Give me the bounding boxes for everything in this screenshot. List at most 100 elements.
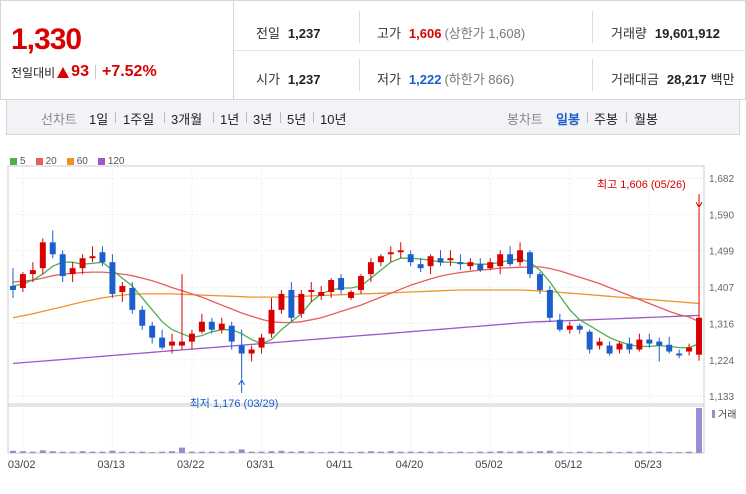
- candle-body: [238, 345, 245, 354]
- x-tick-label: 03/13: [97, 459, 125, 471]
- candle-body: [656, 341, 663, 346]
- stat-unit: 백만: [710, 72, 735, 87]
- volume-bar: [338, 451, 345, 453]
- period-3y-button[interactable]: 3년: [253, 112, 273, 127]
- volume-bar: [188, 451, 195, 453]
- ma-legend: 5 20 60 120: [10, 156, 125, 167]
- low-annotation: 최저 1,176 (03/29): [190, 397, 279, 410]
- candlestick-chart[interactable]: 1,682 1,590 1,499 1,407 1,316 1,224 1,133 03/02…: [0, 150, 746, 494]
- period-weekly-button[interactable]: 주봉: [594, 112, 618, 127]
- candle-body: [119, 286, 126, 292]
- candle-body: [288, 289, 295, 318]
- candle-body: [357, 276, 364, 290]
- volume-bar: [79, 451, 86, 453]
- volume-bar: [39, 450, 46, 453]
- candle-body: [566, 325, 573, 330]
- current-price: 1,330: [11, 23, 82, 56]
- divider: [592, 11, 593, 43]
- candle-body: [268, 309, 275, 334]
- candle-body: [467, 262, 474, 267]
- volume-label: 거래: [718, 409, 736, 421]
- volume-bar: [119, 451, 126, 453]
- candle-body: [298, 293, 305, 314]
- candle-body: [517, 250, 524, 263]
- divider: [359, 59, 360, 91]
- candle-body: [318, 291, 325, 296]
- separator: [280, 112, 281, 123]
- volume-bar: [676, 452, 683, 453]
- candle-body: [397, 250, 404, 253]
- divider: [592, 59, 593, 91]
- candle-body: [198, 321, 205, 332]
- period-daily-button[interactable]: 일봉: [556, 112, 580, 127]
- legend-label: 120: [107, 156, 125, 167]
- stat-label: 전일: [256, 26, 280, 41]
- volume-bar: [129, 451, 136, 453]
- volume-bar: [308, 451, 315, 453]
- volume-bar: [198, 451, 205, 453]
- volume-bar: [348, 452, 355, 453]
- separator: [246, 112, 247, 123]
- candle-body: [9, 286, 16, 290]
- stat-low: 저가 1,222 (하한가 866): [377, 69, 514, 88]
- period-1w-button[interactable]: 1주일: [123, 112, 155, 127]
- line-chart-label: 선차트: [41, 112, 77, 127]
- stat-value: 19,601,912: [654, 26, 720, 41]
- stat-amount: 거래대금 28,217 백만: [611, 69, 735, 88]
- candle-body: [218, 323, 225, 330]
- volume-bar: [268, 451, 275, 453]
- change-percent: +7.52%: [101, 63, 157, 80]
- volume-bar: [69, 451, 76, 453]
- candle-body: [159, 337, 166, 348]
- ma120-line: [12, 314, 700, 365]
- period-3m-button[interactable]: 3개월: [171, 112, 203, 127]
- candle-body: [278, 293, 285, 310]
- period-1d-button[interactable]: 1일: [89, 112, 109, 127]
- legend-ma60: 60: [66, 156, 88, 167]
- candle-body: [497, 254, 504, 267]
- stat-label: 거래량: [611, 26, 647, 41]
- stat-volume: 거래량 19,601,912: [611, 23, 720, 42]
- stat-label: 고가: [377, 26, 401, 41]
- separator: [213, 112, 214, 123]
- candle-body: [308, 289, 315, 292]
- volume-bar: [606, 451, 613, 453]
- separator: [164, 112, 165, 123]
- volume-bar: [288, 451, 295, 453]
- stat-value: 1,237: [287, 26, 321, 41]
- volume-bar: [556, 451, 563, 453]
- candle-body: [417, 264, 424, 269]
- period-5y-button[interactable]: 5년: [287, 112, 307, 127]
- separator: [626, 112, 627, 123]
- candle-body: [79, 258, 86, 269]
- candle-body: [586, 331, 593, 350]
- period-10y-button[interactable]: 10년: [320, 112, 347, 127]
- period-1y-button[interactable]: 1년: [220, 112, 240, 127]
- separator: [313, 112, 314, 123]
- x-tick-label: 03/22: [177, 459, 205, 471]
- candle-body: [228, 325, 235, 342]
- candle-body: [89, 256, 96, 259]
- stat-sub: (상한가 1,608): [444, 26, 526, 41]
- candle-body: [139, 309, 146, 326]
- volume-bar: [546, 450, 553, 453]
- candle-body: [109, 262, 116, 294]
- candle-body: [666, 344, 673, 352]
- volume-bar: [248, 451, 255, 453]
- candle-body: [507, 254, 514, 265]
- candle-body: [39, 242, 46, 269]
- stat-open: 시가 1,237: [256, 69, 320, 88]
- candle-chart-label: 봉차트: [507, 112, 543, 127]
- candle-body: [447, 258, 454, 261]
- candle-body: [407, 254, 414, 263]
- volume-bar: [656, 451, 663, 453]
- period-monthly-button[interactable]: 월봉: [634, 112, 658, 127]
- volume-bar: [696, 408, 703, 453]
- candle-body: [487, 262, 494, 269]
- volume-bar: [417, 451, 424, 453]
- volume-bar: [139, 451, 146, 453]
- stat-label: 거래대금: [611, 72, 659, 87]
- stat-value: 1,222: [408, 72, 442, 87]
- candle-body: [596, 341, 603, 346]
- candle-body: [367, 262, 374, 275]
